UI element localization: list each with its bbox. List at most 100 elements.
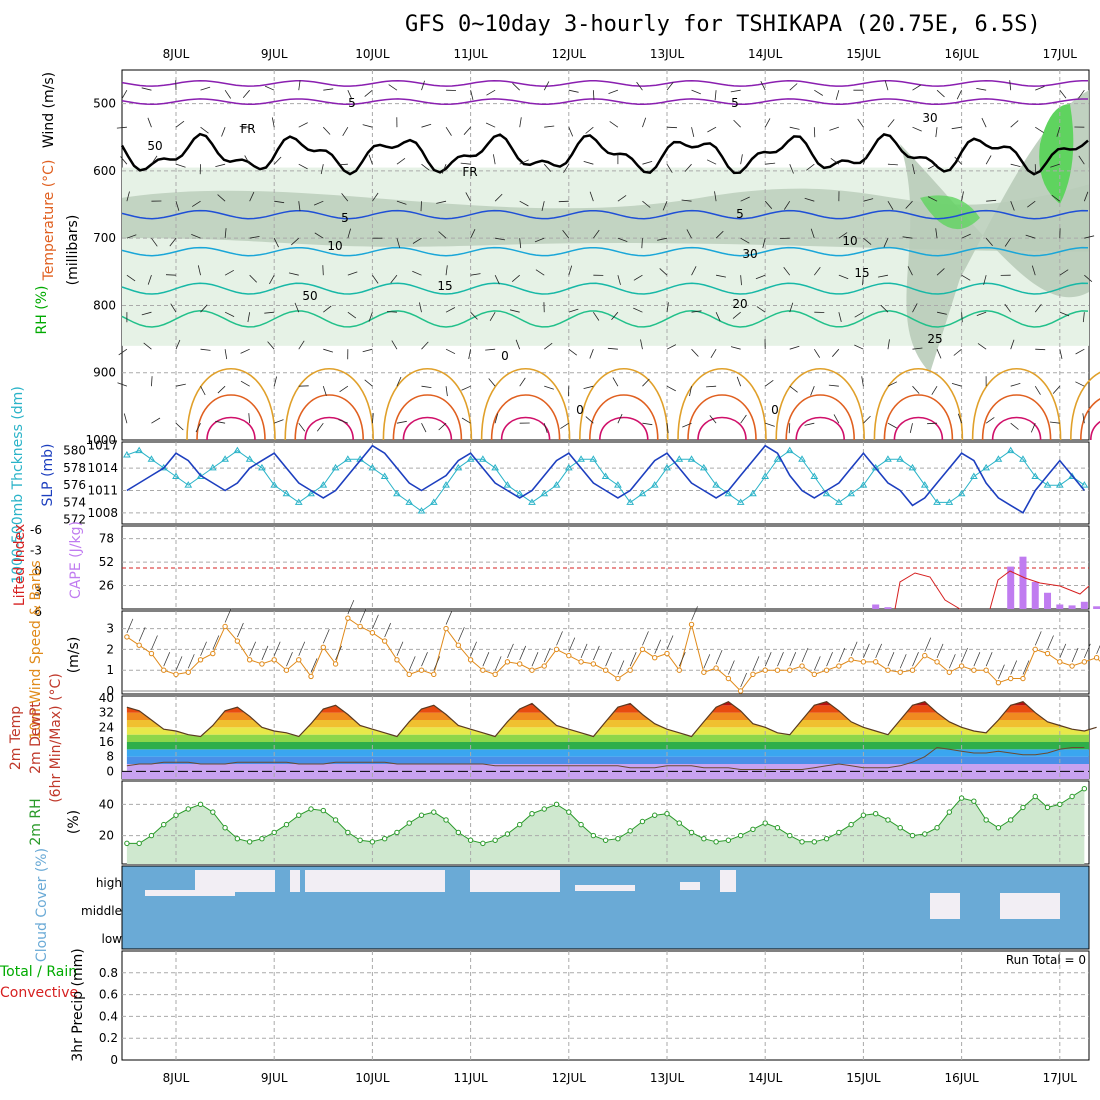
wind-barb [249, 236, 260, 239]
wind-barb [117, 382, 128, 387]
wind-barb [123, 413, 128, 424]
thickness-line-point [417, 507, 426, 514]
rh2m-line-point [750, 826, 756, 833]
wind10-line-point [443, 625, 449, 632]
wind10-line-point [246, 657, 253, 663]
rh2m-line-point [271, 829, 277, 836]
thickness-line-point [736, 498, 745, 505]
rh2m-line-point [713, 839, 719, 845]
rh2m-line-point [283, 821, 290, 828]
temp-band [126, 749, 1089, 757]
ylabel-rh2m: 2m RH [28, 798, 44, 845]
wind-barb [391, 340, 398, 350]
wind10-barb [973, 652, 981, 667]
ylabel-rh2m-units: (%) [66, 810, 82, 834]
wind-barb [368, 312, 373, 322]
wind-barb [951, 126, 962, 130]
wind10-line-point [467, 657, 474, 663]
rh2m-line-point [443, 817, 449, 823]
wind-barb [151, 417, 161, 424]
thickness-line-point [834, 498, 843, 505]
day-label-top: 14JUL [748, 47, 783, 61]
wind-barb [764, 379, 774, 387]
rh2m-line-point [737, 832, 744, 839]
wind10-line-point [762, 667, 768, 673]
rh2m-area [126, 788, 1085, 864]
wind10-line-point [1057, 659, 1063, 665]
thickness-line-point [589, 455, 598, 462]
temp-contour-bl [490, 394, 561, 441]
wind-barb [813, 266, 821, 276]
rh2m-line-point [246, 839, 253, 845]
rh2m-line-point [161, 821, 167, 828]
temp-contour-bl [392, 394, 463, 441]
wind10-line-point [308, 673, 314, 680]
wind10-line-point [381, 638, 388, 644]
temp-contour-bl [677, 368, 767, 441]
wind-barb [986, 199, 997, 202]
temp2m-tick: 16 [99, 735, 114, 749]
wind10-line-point [860, 659, 867, 665]
rh2m-line-point [320, 807, 326, 814]
dewpt2m-line [126, 746, 1085, 770]
wind10-line-point [418, 667, 425, 673]
wind-barb [953, 348, 962, 356]
wind-barb [633, 307, 643, 313]
wind10-barb [936, 643, 944, 659]
wind10-line-point [602, 667, 609, 673]
wind-barb [396, 157, 406, 165]
thickness-line-point [1080, 481, 1089, 488]
slp-tick: 1014 [87, 461, 118, 475]
cloud-clear-patch [195, 870, 275, 892]
wind-barb [585, 416, 594, 424]
wind-barb [762, 238, 766, 248]
wind-barb [706, 385, 717, 388]
cloud-clear-patch [680, 882, 700, 890]
wind-barb [1027, 200, 1036, 208]
wind-barb [1083, 191, 1089, 202]
wind-barb [412, 270, 422, 276]
wind-barb [519, 159, 529, 165]
wind-barb [691, 348, 699, 357]
wind10-line-point [627, 667, 633, 673]
wind-barb [755, 274, 766, 280]
wind10-barb [1047, 635, 1054, 650]
rh2m-line-point [971, 798, 977, 804]
temp-contour-bl [284, 368, 374, 441]
slp-tick: 1017 [87, 439, 118, 453]
rh2m-line-point [836, 829, 842, 836]
wind-barb [804, 422, 815, 426]
wind-barb [197, 265, 201, 276]
wind-barb [838, 232, 848, 239]
chart-title: GFS 0~10day 3-hourly for TSHIKAPA (20.75… [405, 12, 1041, 37]
thickness-line-point [454, 463, 463, 471]
wind10-barb [1022, 660, 1030, 675]
wind-barb [338, 419, 348, 424]
thickness-line-point [393, 489, 401, 497]
wind10-line-point [922, 652, 928, 659]
cape-bar [1068, 605, 1076, 609]
temp-contour [121, 246, 1089, 257]
wind10-line-point [566, 652, 572, 659]
wind-barb [912, 385, 920, 394]
wind-barb [322, 265, 324, 276]
lifted-index-line [989, 570, 1090, 610]
wind-barb [200, 86, 211, 91]
wind-barb [1059, 349, 1063, 359]
precip-tick: 0.8 [99, 966, 118, 980]
wind-barb [835, 90, 840, 100]
wind-barb [1078, 155, 1085, 165]
rh2m-tick: 20 [99, 829, 114, 843]
wind10-line-point [713, 665, 719, 671]
precip-panel: 0.8 0.6 0.4 0.2 0 Run Total = 0 Total / Rain Co… [0, 948, 1090, 1067]
wind-barb [956, 90, 962, 100]
wind-barb [264, 85, 275, 91]
wind-barb [756, 306, 766, 313]
pressure-tick: 600 [93, 164, 116, 178]
li-tick: 3 [34, 585, 42, 599]
wind-barb [733, 119, 741, 128]
wind-barb [298, 201, 301, 212]
wind-barb [912, 303, 918, 313]
wind-barb [294, 302, 300, 313]
rh2m-line-point [492, 837, 498, 843]
